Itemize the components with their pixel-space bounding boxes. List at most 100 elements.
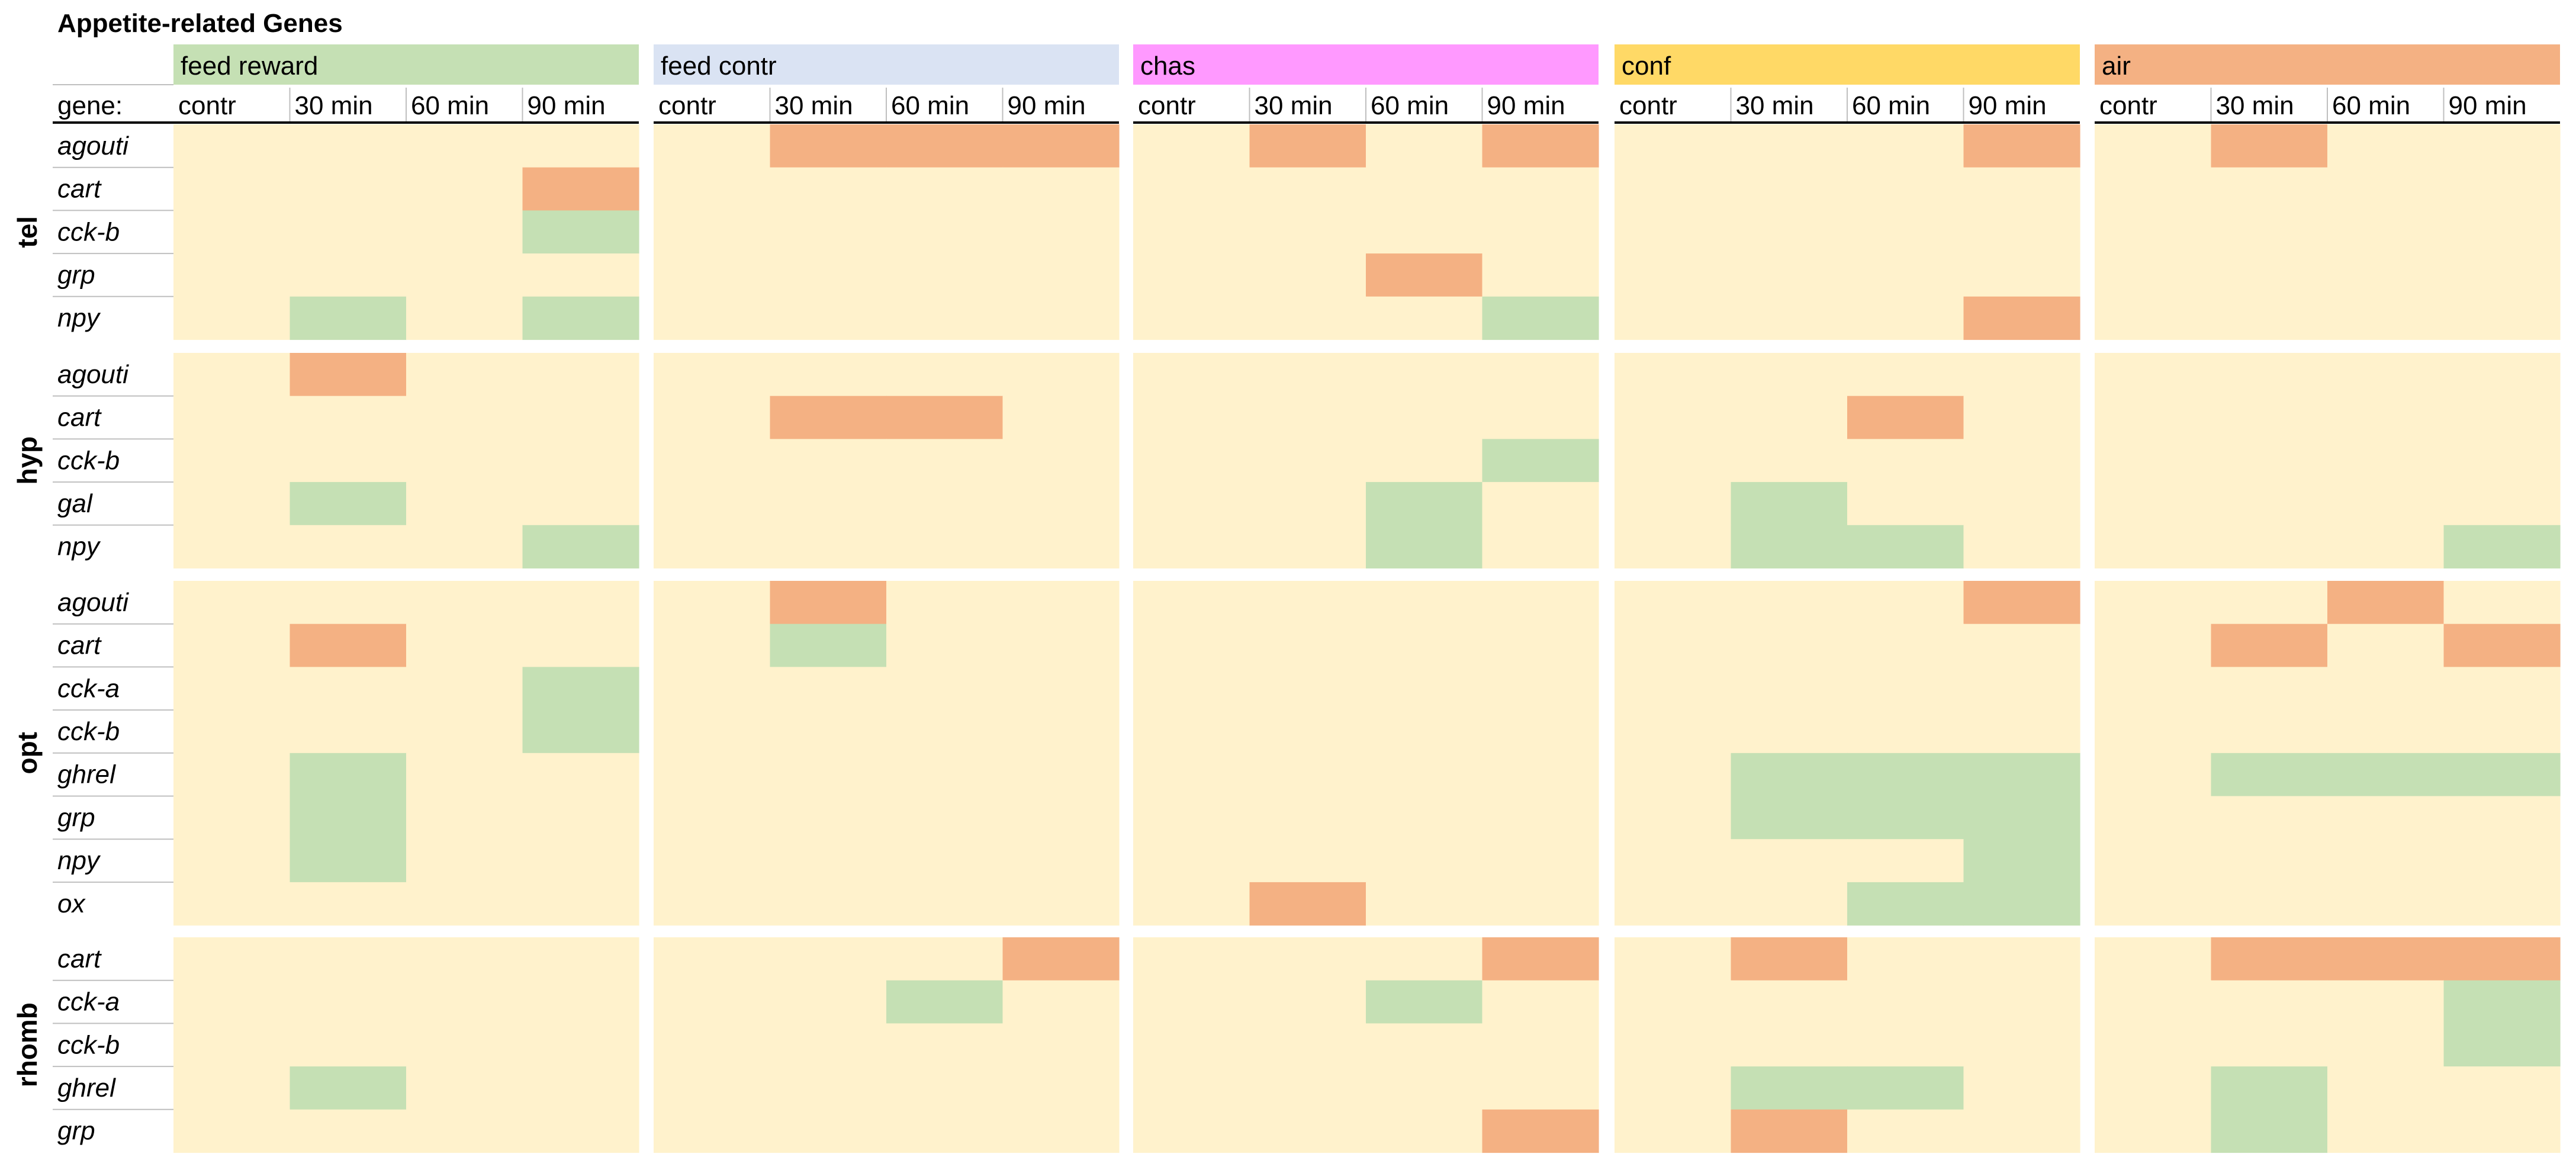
heatmap-cell — [770, 1023, 887, 1067]
heatmap-cell — [1249, 1109, 1366, 1153]
gene-label: cck-b — [57, 717, 120, 746]
time-label: 90 min — [1969, 91, 2047, 120]
row-dividers — [53, 166, 173, 1110]
heatmap-cell — [1731, 839, 1848, 883]
heatmap-cell — [1963, 667, 2080, 711]
heatmap-cell — [2095, 882, 2212, 926]
heatmap-cell — [290, 796, 407, 840]
heatmap-cell — [886, 623, 1004, 667]
heatmap-cell — [770, 753, 887, 797]
gene-label: npy — [57, 532, 101, 561]
heatmap-cell — [406, 623, 523, 667]
heatmap-cell — [2327, 210, 2445, 254]
gene-label: gal — [57, 489, 93, 518]
heatmap-cell — [2211, 1109, 2328, 1153]
heatmap-cell — [290, 210, 407, 254]
heatmap-cells — [173, 124, 2561, 1153]
heatmap-cell — [1963, 1066, 2080, 1110]
heatmap-cell — [1482, 296, 1599, 340]
heatmap-cell — [2327, 710, 2445, 754]
heatmap-cell — [290, 1023, 407, 1067]
heatmap-cell — [1249, 167, 1366, 211]
heatmap-cell — [2327, 623, 2445, 667]
heatmap-cell — [1002, 124, 1120, 168]
heatmap-cell — [173, 124, 291, 168]
heatmap-cell — [1615, 353, 1732, 397]
heatmap-cell — [1482, 253, 1599, 297]
row-labels: tel agouti cart cck-b grp npy hyp agouti cart cck… — [12, 131, 129, 1146]
heatmap-cell — [770, 581, 887, 625]
heatmap-cell — [1847, 796, 1964, 840]
heatmap-cell — [1002, 753, 1120, 797]
heatmap-cell — [1731, 1066, 1848, 1110]
heatmap-cell — [1847, 353, 1964, 397]
heatmap-cell — [2443, 796, 2561, 840]
chart-title: Appetite-related Genes — [57, 9, 343, 38]
heatmap-cell — [2443, 353, 2561, 397]
heatmap-cell — [2327, 581, 2445, 625]
heatmap-cell — [1133, 1023, 1250, 1067]
heatmap-cell — [2443, 882, 2561, 926]
heatmap-cell — [173, 210, 291, 254]
heatmap-cell — [290, 623, 407, 667]
heatmap-cell — [654, 623, 771, 667]
heatmap-cell — [1847, 1023, 1964, 1067]
heatmap-cell — [1366, 753, 1483, 797]
heatmap-cell — [2327, 396, 2445, 439]
heatmap-cell — [2443, 623, 2561, 667]
heatmap-cell — [770, 667, 887, 711]
heatmap-cell — [173, 1023, 291, 1067]
heatmap-cell — [1847, 581, 1964, 625]
heatmap-cell — [173, 623, 291, 667]
heatmap-cell — [406, 667, 523, 711]
heatmap-cell — [770, 253, 887, 297]
heatmap-cell — [2211, 1066, 2328, 1110]
heatmap-cell — [522, 581, 639, 625]
heatmap-cell — [1482, 937, 1599, 981]
heatmap-cell — [1002, 581, 1120, 625]
heatmap-cell — [1847, 623, 1964, 667]
time-label: 90 min — [528, 91, 606, 120]
heatmap-cell — [1133, 482, 1250, 526]
heatmap-cell — [1249, 439, 1366, 483]
time-label: 30 min — [295, 91, 373, 120]
heatmap-cell — [1615, 396, 1732, 439]
heatmap-cell — [406, 525, 523, 569]
heatmap-cell — [1002, 1109, 1120, 1153]
heatmap-cell — [654, 1023, 771, 1067]
heatmap-cell — [522, 937, 639, 981]
heatmap-cell — [1963, 1023, 2080, 1067]
time-label: 90 min — [1008, 91, 1086, 120]
heatmap-cell — [770, 796, 887, 840]
heatmap-cell — [290, 980, 407, 1024]
heatmap-cell — [1847, 1109, 1964, 1153]
heatmap-cell — [1366, 210, 1483, 254]
heatmap-cell — [406, 753, 523, 797]
heatmap-cell — [1615, 623, 1732, 667]
heatmap-cell — [522, 753, 639, 797]
heatmap-cell — [1002, 796, 1120, 840]
heatmap-cell — [1615, 796, 1732, 840]
heatmap-cell — [2327, 525, 2445, 569]
gene-label: cck-b — [57, 1030, 120, 1059]
heatmap-cell — [1847, 253, 1964, 297]
heatmap-cell — [1249, 623, 1366, 667]
heatmap-cell — [1366, 667, 1483, 711]
heatmap-cell — [1615, 1023, 1732, 1067]
heatmap-cell — [2211, 482, 2328, 526]
heatmap-cell — [1963, 753, 2080, 797]
condition-header-bg — [2095, 44, 2560, 85]
heatmap-cell — [2211, 581, 2328, 625]
heatmap-cell — [1847, 839, 1964, 883]
gene-label: cart — [57, 944, 102, 973]
heatmap-cell — [1002, 937, 1120, 981]
heatmap-cell — [2211, 796, 2328, 840]
heatmap-cell — [770, 482, 887, 526]
heatmap-cell — [1731, 253, 1848, 297]
heatmap-cell — [2095, 623, 2212, 667]
heatmap-cell — [2327, 167, 2445, 211]
heatmap-cell — [290, 753, 407, 797]
heatmap-cell — [2443, 439, 2561, 483]
heatmap-cell — [1249, 937, 1366, 981]
